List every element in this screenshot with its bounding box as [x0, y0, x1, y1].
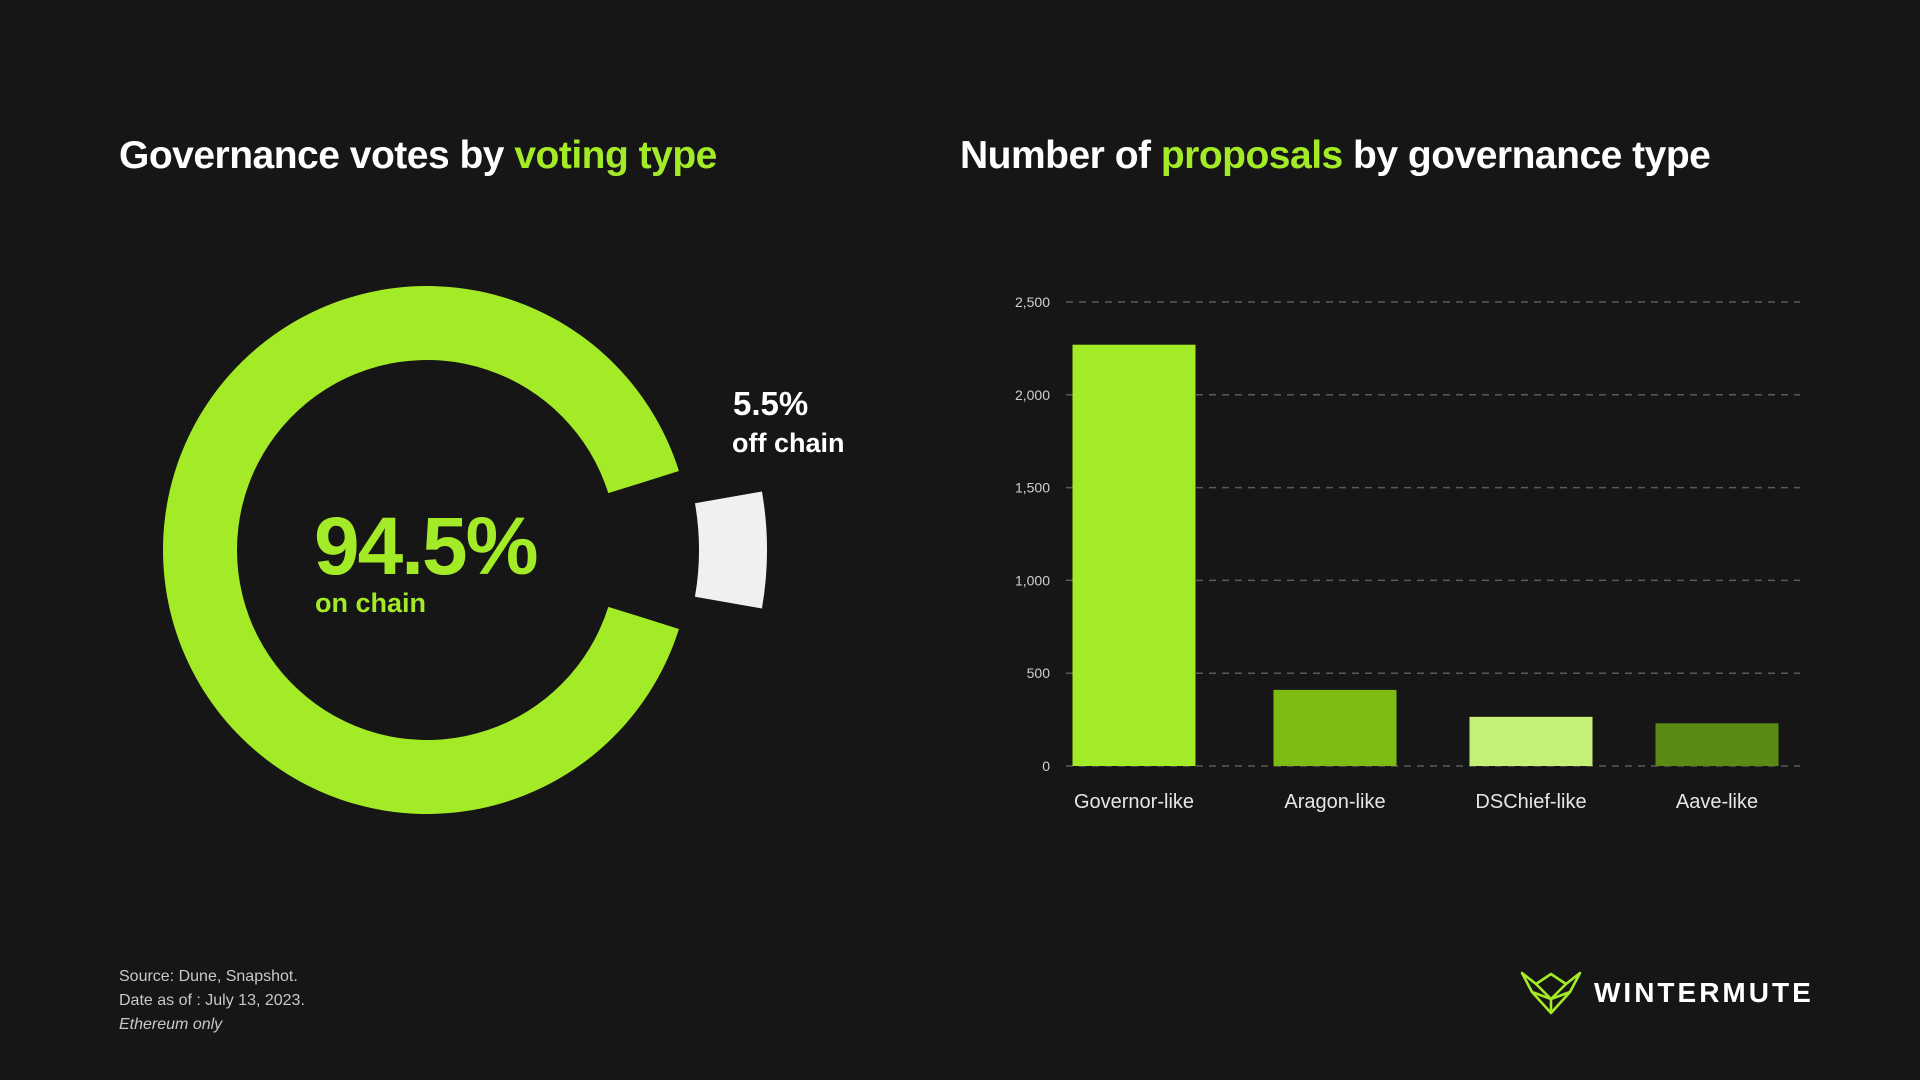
- bar-chart-title: Number of proposals by governance type: [960, 134, 1711, 178]
- bar-title-highlight: proposals: [1160, 134, 1343, 177]
- wintermute-logo: WINTERMUTE: [1520, 970, 1814, 1016]
- brand-name: WINTERMUTE: [1594, 977, 1814, 1008]
- donut-chart-title: Governance votes by voting type: [119, 134, 717, 178]
- x-tick-label: Aave-like: [1676, 791, 1758, 813]
- y-tick-label: 2,000: [1015, 387, 1050, 403]
- bar-aave-like: [1655, 723, 1779, 766]
- scope-note: Ethereum only: [119, 1016, 223, 1033]
- bar-aragon-like: [1273, 689, 1397, 766]
- date-note: Date as of : July 13, 2023.: [119, 992, 305, 1009]
- source-note: Source: Dune, Snapshot.: [119, 968, 298, 985]
- bar-title-suffix: by governance type: [1342, 134, 1711, 177]
- x-tick-label: Aragon-like: [1284, 791, 1385, 813]
- x-tick-label: DSChief-like: [1475, 791, 1586, 813]
- y-tick-label: 2,500: [1015, 294, 1050, 310]
- donut-chart: [163, 286, 767, 814]
- wintermute-logo-icon: [1520, 971, 1582, 1015]
- bar-dschief-like: [1469, 716, 1593, 766]
- on-chain-percentage: 94.5%: [314, 501, 539, 592]
- y-tick-label: 500: [1027, 665, 1051, 681]
- off-chain-percentage: 5.5%: [733, 385, 809, 422]
- x-tick-label: Governor-like: [1074, 791, 1194, 813]
- bar-title-prefix: Number of: [960, 134, 1161, 177]
- y-tick-label: 1,500: [1015, 480, 1050, 496]
- bar-governor-like: [1072, 344, 1196, 766]
- donut-title-highlight: voting type: [514, 134, 717, 177]
- donut-slice-off-chain: [694, 491, 767, 609]
- on-chain-label: on chain: [315, 588, 427, 618]
- donut-title-prefix: Governance votes by: [119, 134, 515, 177]
- y-tick-label: 1,000: [1015, 572, 1050, 588]
- footer-notes: Source: Dune, Snapshot. Date as of : Jul…: [119, 965, 305, 1037]
- bar-chart: 0 500 1,000 1,500 2,000 2,500 Governor-like Ara…: [1015, 294, 1800, 813]
- y-tick-label: 0: [1042, 758, 1050, 774]
- off-chain-label: off chain: [732, 428, 845, 458]
